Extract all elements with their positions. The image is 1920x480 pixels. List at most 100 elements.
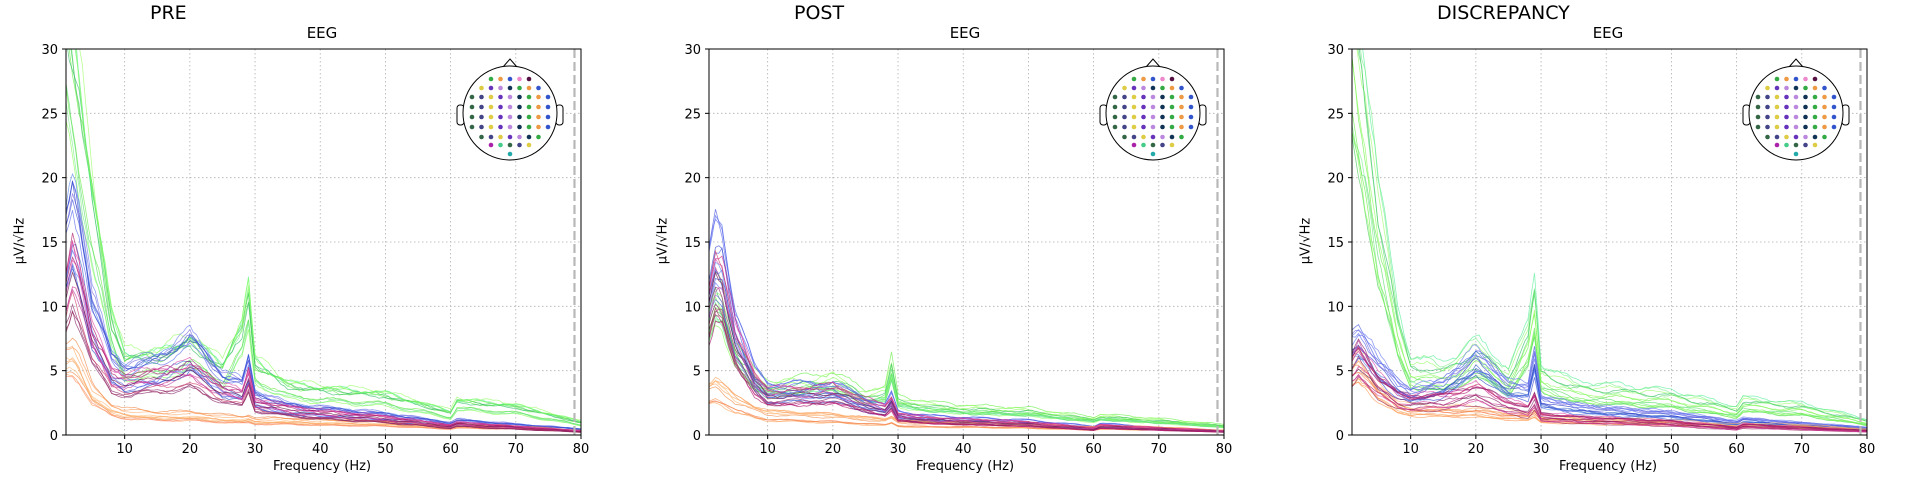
sensor-dot bbox=[498, 134, 503, 140]
nose-icon bbox=[1145, 58, 1161, 68]
sensor-dot bbox=[488, 85, 494, 91]
sensor-dot bbox=[1784, 142, 1789, 148]
sensor-dot bbox=[1774, 124, 1780, 130]
sensor-dot bbox=[1150, 134, 1156, 140]
x-tick-label: 40 bbox=[312, 442, 329, 457]
sensor-dot bbox=[1122, 94, 1127, 100]
psd-trace bbox=[1352, 136, 1867, 426]
psd-trace bbox=[1352, 374, 1867, 433]
sensor-dot bbox=[479, 114, 484, 120]
psd-trace bbox=[1352, 329, 1867, 428]
psd-trace bbox=[75, 49, 581, 423]
sensor-dot bbox=[507, 124, 513, 130]
sensor-dot bbox=[1803, 104, 1808, 110]
x-tick-label: 50 bbox=[377, 442, 394, 457]
sensor-dot bbox=[479, 124, 484, 130]
sensor-dot bbox=[479, 104, 484, 110]
sensor-dot bbox=[1188, 104, 1194, 110]
psd-trace bbox=[66, 288, 581, 432]
sensor-dot bbox=[517, 114, 522, 120]
sensor-topomap-inset bbox=[456, 58, 564, 161]
sensor-dot bbox=[1141, 124, 1146, 130]
sensor-dot bbox=[479, 134, 484, 140]
sensor-dot bbox=[1774, 114, 1780, 120]
x-tick-label: 20 bbox=[825, 442, 842, 457]
sensor-dot bbox=[545, 94, 551, 100]
sensor-dot bbox=[536, 94, 541, 100]
sensor-dot bbox=[1179, 94, 1184, 100]
sensor-dot bbox=[1803, 94, 1808, 100]
sensor-dot bbox=[1755, 104, 1761, 110]
sensor-dot bbox=[488, 134, 494, 140]
sensor-dot bbox=[1793, 134, 1799, 140]
sensor-dot bbox=[488, 142, 494, 148]
sensor-dot bbox=[545, 104, 551, 110]
sensor-dot bbox=[1784, 94, 1789, 100]
y-tick-label: 20 bbox=[1327, 172, 1344, 187]
sensor-topomap-inset bbox=[1099, 58, 1207, 161]
psd-trace bbox=[66, 182, 581, 430]
sensor-dot bbox=[1793, 142, 1799, 148]
sensor-dot bbox=[1169, 94, 1175, 100]
y-tick-label: 25 bbox=[1327, 107, 1344, 122]
panel-suptitle-discrepancy: DISCREPANCY bbox=[1437, 2, 1570, 24]
x-tick-label: 40 bbox=[955, 442, 972, 457]
sensor-dot bbox=[1141, 114, 1146, 120]
sensor-dot bbox=[1774, 104, 1780, 110]
sensor-dot bbox=[1822, 94, 1827, 100]
sensor-dot bbox=[1160, 142, 1165, 148]
sensor-dot bbox=[526, 142, 532, 148]
axes-title-pre: EEG bbox=[306, 24, 338, 42]
sensor-dot bbox=[1784, 76, 1789, 82]
sensor-dot bbox=[1141, 142, 1146, 148]
sensor-dot bbox=[1831, 104, 1837, 110]
sensor-dot bbox=[1179, 85, 1184, 91]
x-tick-label: 80 bbox=[573, 442, 590, 457]
sensor-dot bbox=[1160, 94, 1165, 100]
x-tick-label: 50 bbox=[1663, 442, 1680, 457]
sensor-dot bbox=[1160, 85, 1165, 91]
sensor-dot bbox=[507, 76, 513, 82]
psd-trace bbox=[1360, 49, 1867, 420]
sensor-dot bbox=[1179, 114, 1184, 120]
sensor-dot bbox=[507, 142, 513, 148]
y-tick-label: 0 bbox=[1336, 429, 1344, 444]
sensor-dot bbox=[526, 134, 532, 140]
sensor-dot bbox=[517, 134, 522, 140]
sensor-dot bbox=[517, 104, 522, 110]
sensor-dot bbox=[1774, 94, 1780, 100]
sensor-dot bbox=[1169, 85, 1175, 91]
sensor-dot bbox=[1122, 124, 1127, 130]
psd-trace bbox=[1352, 338, 1867, 431]
sensor-dot bbox=[1765, 85, 1770, 91]
sensor-dot bbox=[1188, 114, 1194, 120]
sensor-dot bbox=[1793, 124, 1799, 130]
psd-trace bbox=[709, 270, 1224, 425]
sensor-dot bbox=[1169, 124, 1175, 130]
sensor-dot bbox=[1150, 94, 1156, 100]
sensor-dot bbox=[498, 142, 503, 148]
sensor-dot bbox=[1784, 114, 1789, 120]
y-tick-label: 20 bbox=[41, 172, 58, 187]
sensor-dot bbox=[498, 114, 503, 120]
sensor-dot bbox=[1131, 104, 1137, 110]
sensor-dot bbox=[1793, 85, 1799, 91]
sensor-dot bbox=[1131, 76, 1137, 82]
sensor-dot bbox=[1112, 114, 1118, 120]
panel-suptitle-pre: PRE bbox=[150, 2, 187, 24]
sensor-dot bbox=[1784, 124, 1789, 130]
x-tick-label: 80 bbox=[1216, 442, 1233, 457]
psd-trace bbox=[1362, 49, 1867, 421]
sensor-dot bbox=[507, 104, 513, 110]
sensor-dot bbox=[1831, 94, 1837, 100]
sensor-dot bbox=[469, 114, 475, 120]
sensor-dot bbox=[1122, 114, 1127, 120]
sensor-dot bbox=[1112, 104, 1118, 110]
sensor-dot bbox=[517, 85, 522, 91]
y-tick-label: 0 bbox=[50, 429, 58, 444]
psd-trace bbox=[66, 256, 581, 432]
